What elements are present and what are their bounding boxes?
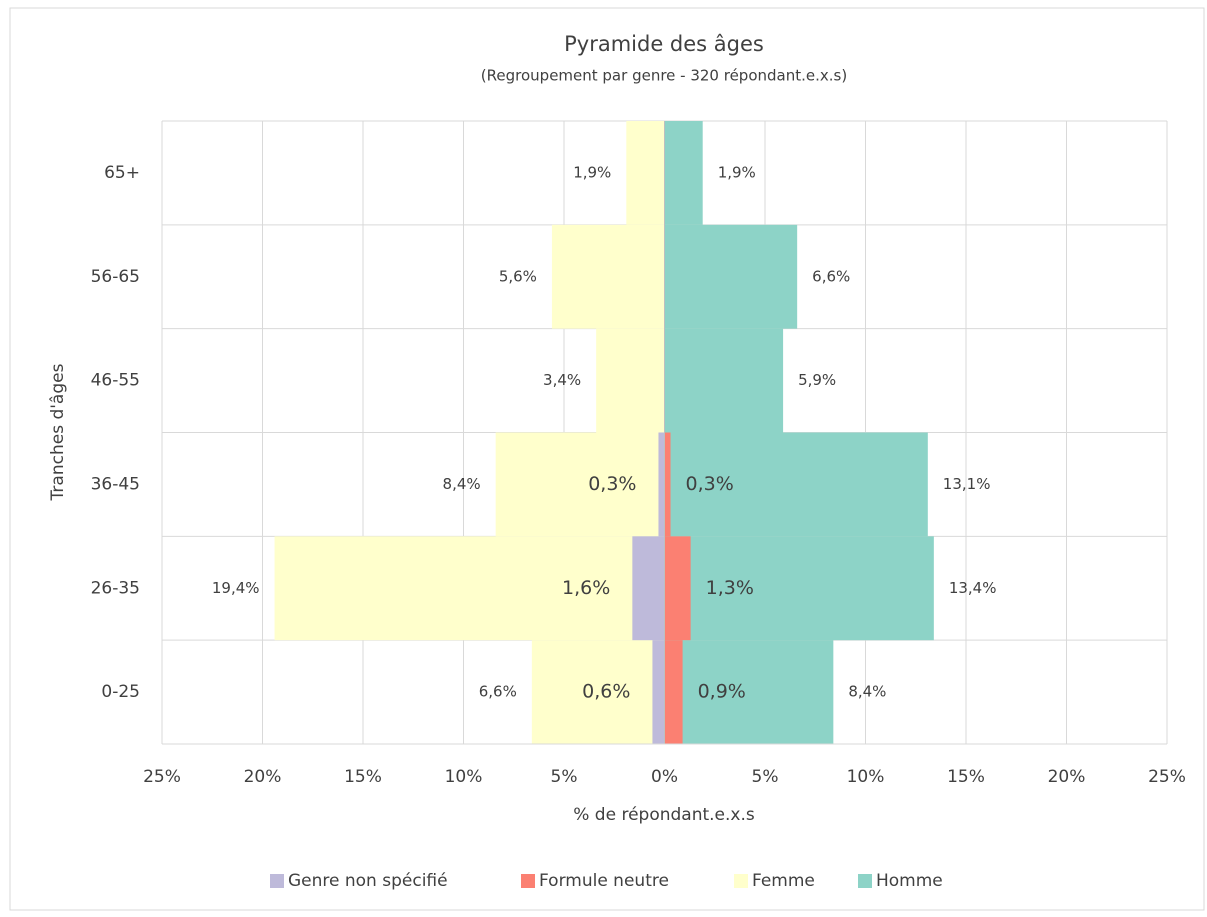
y-tick-label: 26-35 bbox=[91, 578, 140, 598]
legend-label: Femme bbox=[752, 871, 815, 891]
x-tick-label: 15% bbox=[947, 767, 985, 787]
y-tick-label: 56-65 bbox=[91, 267, 140, 287]
bar bbox=[626, 121, 665, 225]
x-tick-label: 20% bbox=[1048, 767, 1086, 787]
x-axis-label: % de répondant.e.x.s bbox=[573, 805, 755, 825]
data-label: 0,3% bbox=[686, 473, 734, 495]
legend-label: Genre non spécifié bbox=[288, 871, 448, 891]
x-tick-label: 25% bbox=[143, 767, 181, 787]
x-tick-label: 10% bbox=[847, 767, 885, 787]
bar bbox=[664, 536, 691, 641]
data-label: 0,6% bbox=[582, 681, 630, 703]
legend-swatch bbox=[270, 874, 284, 888]
data-label: 1,9% bbox=[718, 163, 756, 181]
data-label: 6,6% bbox=[812, 267, 850, 285]
y-tick-label: 46-55 bbox=[91, 371, 140, 391]
data-label: 1,6% bbox=[562, 577, 610, 599]
bar bbox=[664, 432, 928, 537]
legend-swatch bbox=[521, 874, 535, 888]
data-label: 5,6% bbox=[499, 267, 537, 285]
legend-swatch bbox=[858, 874, 872, 888]
data-label: 0,3% bbox=[588, 473, 636, 495]
data-label: 6,6% bbox=[479, 683, 517, 701]
bar bbox=[664, 121, 703, 225]
data-label: 1,9% bbox=[573, 163, 611, 181]
data-label: 13,1% bbox=[943, 475, 991, 493]
x-tick-label: 20% bbox=[244, 767, 282, 787]
data-label: 8,4% bbox=[443, 475, 481, 493]
bar bbox=[495, 432, 665, 537]
data-label: 5,9% bbox=[798, 371, 836, 389]
y-tick-label: 36-45 bbox=[91, 474, 140, 494]
bar bbox=[658, 432, 665, 537]
y-tick-label: 0-25 bbox=[101, 682, 140, 702]
data-label: 13,4% bbox=[949, 579, 997, 597]
data-label: 8,4% bbox=[848, 683, 886, 701]
legend-label: Formule neutre bbox=[539, 871, 669, 891]
data-label: 0,9% bbox=[698, 681, 746, 703]
legend-swatch bbox=[734, 874, 748, 888]
data-label: 19,4% bbox=[212, 579, 260, 597]
x-tick-label: 0% bbox=[651, 767, 678, 787]
x-tick-label: 10% bbox=[445, 767, 483, 787]
bar bbox=[551, 224, 665, 329]
y-axis-label: Tranches d'âges bbox=[48, 363, 68, 501]
y-tick-label: 65+ bbox=[104, 163, 140, 183]
bar bbox=[664, 640, 834, 744]
bar bbox=[664, 328, 784, 433]
data-label: 3,4% bbox=[543, 371, 581, 389]
x-tick-label: 25% bbox=[1148, 767, 1186, 787]
chart-subtitle: (Regroupement par genre - 320 répondant.… bbox=[481, 67, 847, 85]
bar bbox=[664, 224, 798, 329]
bar bbox=[664, 640, 683, 744]
bar bbox=[596, 328, 665, 433]
bar bbox=[664, 536, 934, 641]
bar bbox=[531, 640, 665, 744]
x-tick-label: 5% bbox=[752, 767, 779, 787]
data-label: 1,3% bbox=[706, 577, 754, 599]
bar bbox=[652, 640, 665, 744]
bar bbox=[274, 536, 665, 641]
x-tick-label: 15% bbox=[344, 767, 382, 787]
bar bbox=[664, 432, 671, 537]
x-tick-label: 5% bbox=[551, 767, 578, 787]
chart-title: Pyramide des âges bbox=[564, 32, 764, 56]
legend-label: Homme bbox=[876, 871, 943, 891]
bar bbox=[632, 536, 665, 641]
